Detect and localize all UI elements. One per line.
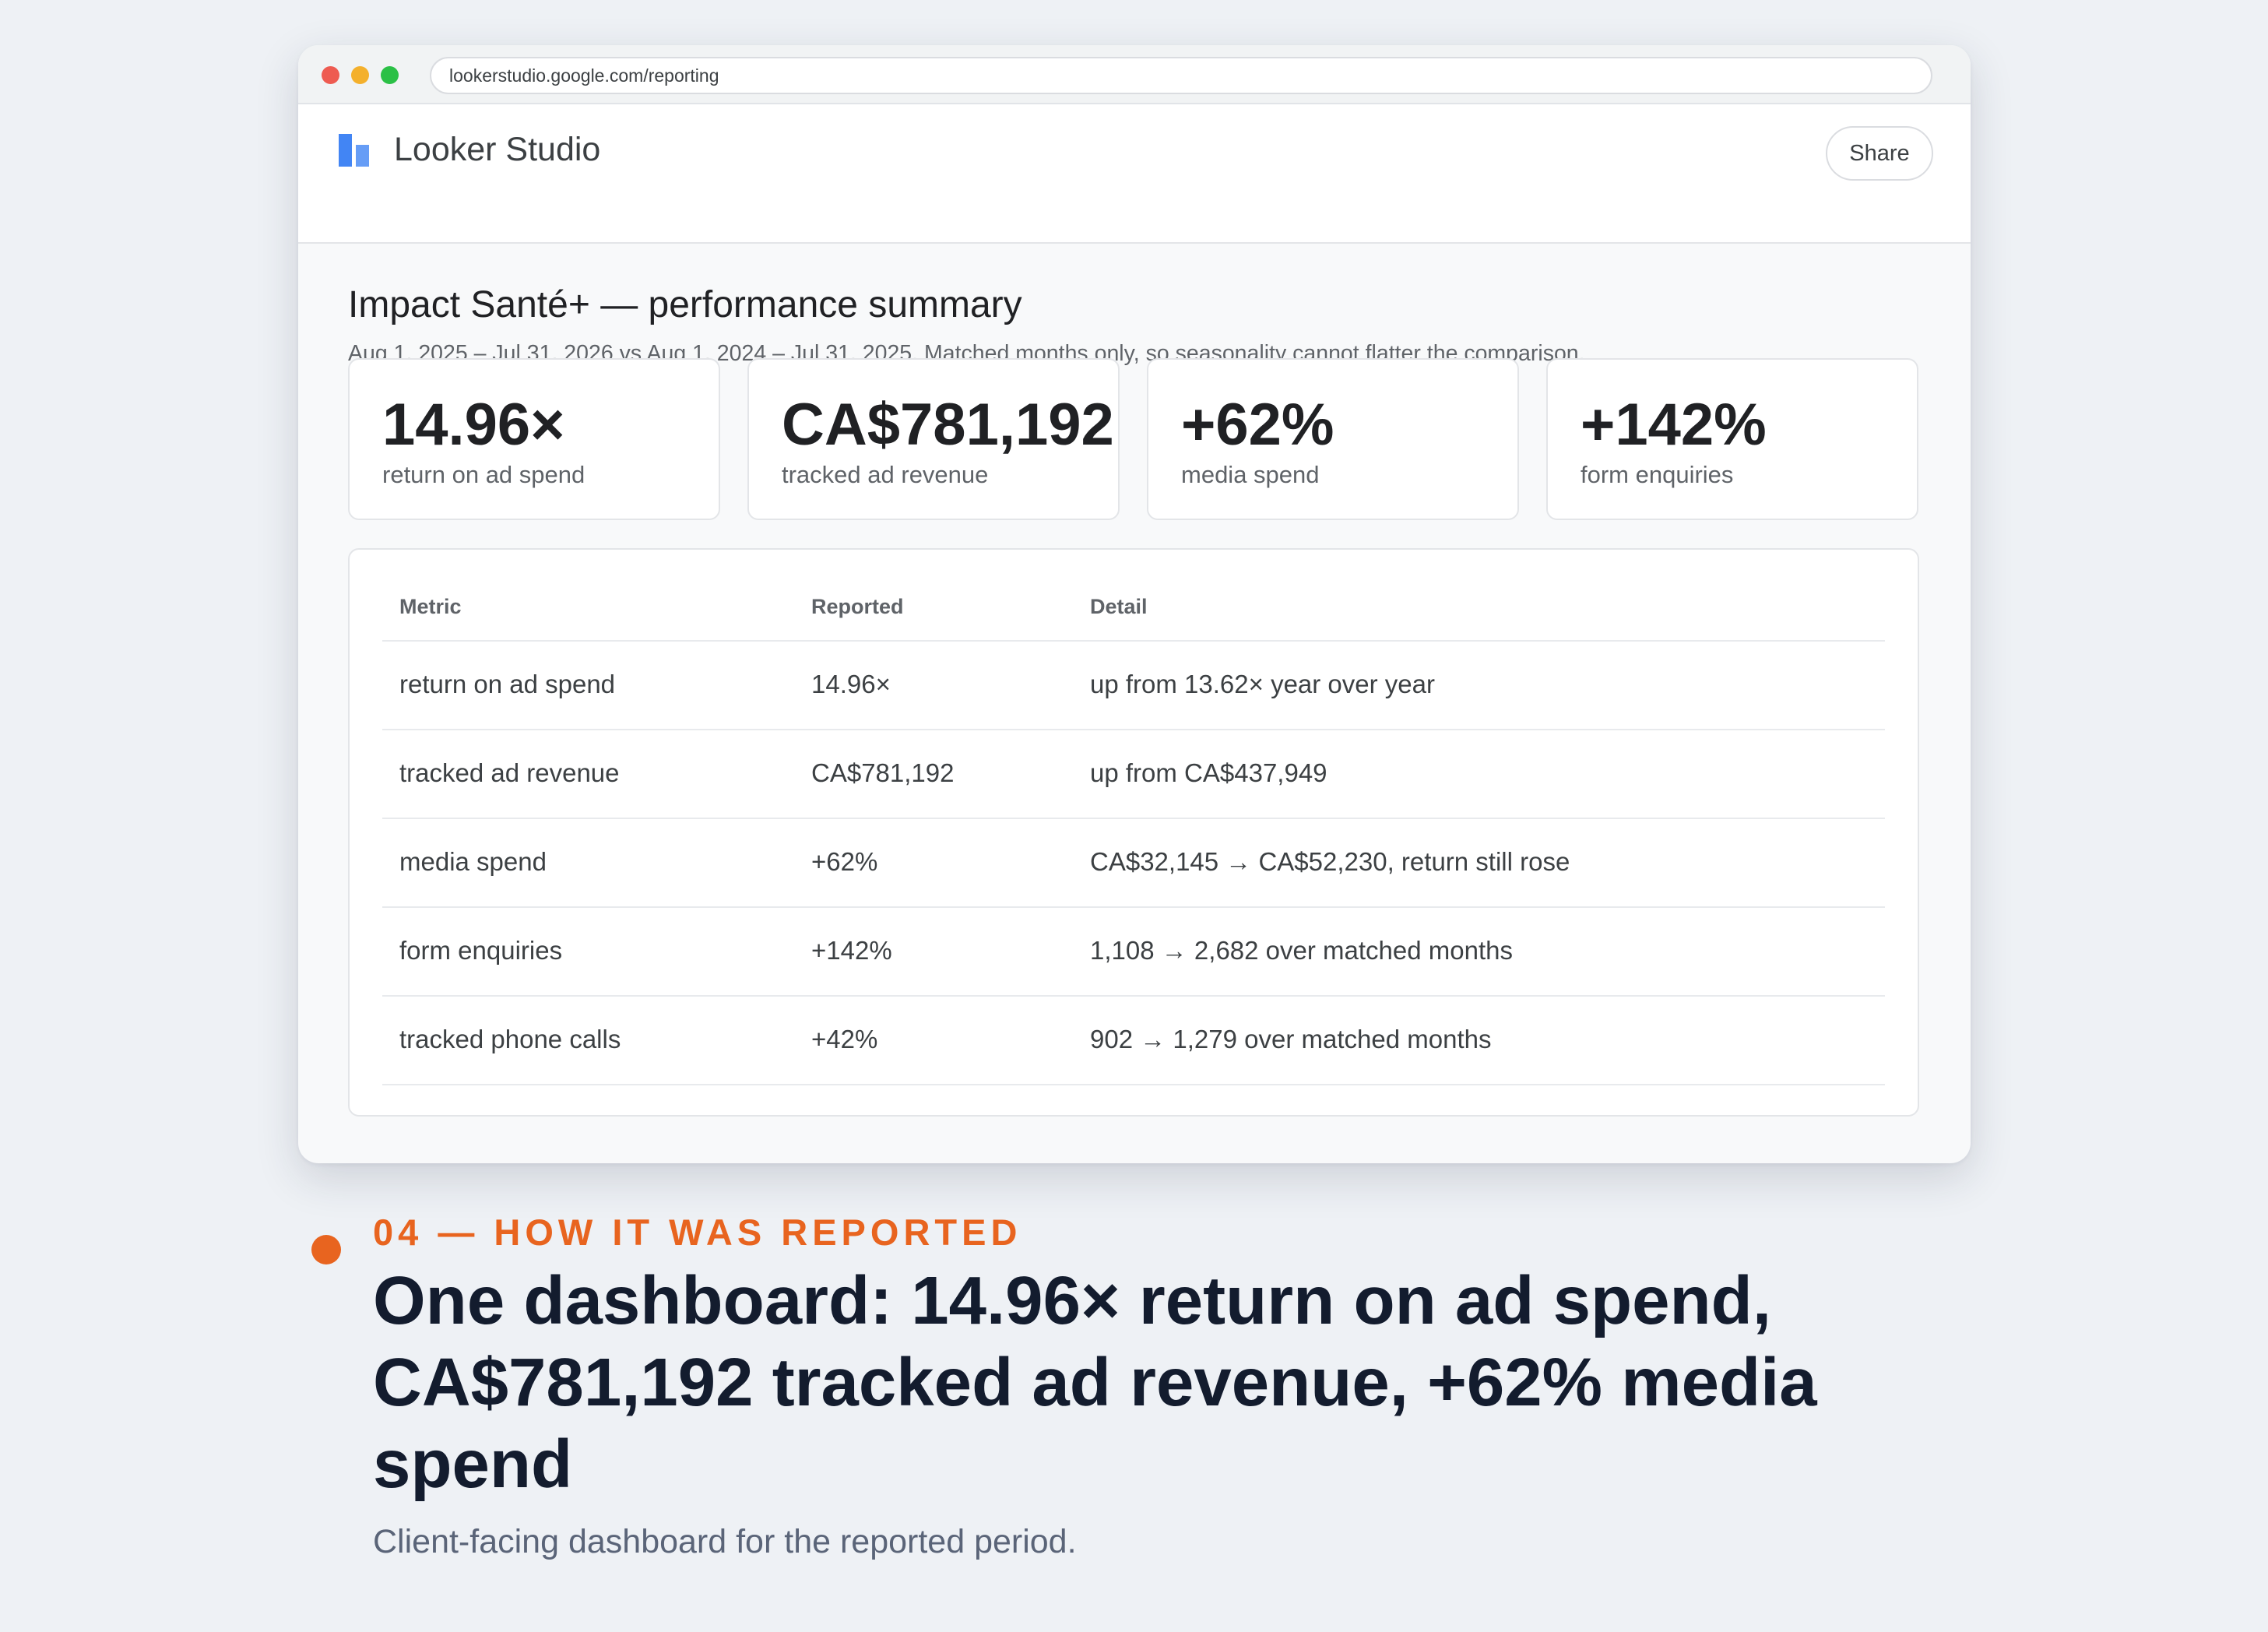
kpi-label: return on ad spend: [382, 461, 585, 488]
row-divider: [382, 906, 1885, 908]
kpi-card-media-spend: +62% media spend: [1147, 358, 1519, 520]
kpi-card-revenue: CA$781,192 tracked ad revenue: [747, 358, 1120, 520]
kpi-value: CA$781,192: [782, 392, 1114, 458]
share-button[interactable]: Share: [1826, 126, 1933, 181]
metrics-table: Metric Reported Detail return on ad spen…: [348, 548, 1919, 1117]
app-header: Looker Studio Share: [298, 104, 1971, 244]
section-subtext: Client-facing dashboard for the reported…: [373, 1523, 1077, 1560]
column-header-metric[interactable]: Metric: [399, 595, 462, 618]
section-eyebrow: 04 — HOW IT WAS REPORTED: [373, 1212, 1022, 1253]
kpi-label: tracked ad revenue: [782, 461, 989, 488]
column-header-detail[interactable]: Detail: [1090, 595, 1148, 618]
cell-detail: up from CA$437,949: [1090, 758, 1327, 787]
cell-reported: +62%: [811, 847, 878, 876]
cell-reported: +142%: [811, 936, 892, 965]
kpi-card-roas: 14.96× return on ad spend: [348, 358, 720, 520]
address-bar[interactable]: lookerstudio.google.com/reporting: [430, 57, 1932, 94]
cell-reported: CA$781,192: [811, 758, 955, 787]
kpi-value: +142%: [1581, 392, 1767, 458]
cell-detail: 1,108 → 2,682 over matched months: [1090, 936, 1513, 965]
cell-reported: +42%: [811, 1025, 878, 1053]
column-header-reported[interactable]: Reported: [811, 595, 904, 618]
section-marker-dot: [311, 1235, 341, 1264]
cell-reported: 14.96×: [811, 670, 891, 698]
kpi-label: form enquiries: [1581, 461, 1734, 488]
close-window-button[interactable]: [322, 66, 339, 84]
cell-detail: up from 13.62× year over year: [1090, 670, 1435, 698]
minimize-window-button[interactable]: [351, 66, 369, 84]
kpi-value: +62%: [1181, 392, 1334, 458]
section-headline: One dashboard: 14.96× return on ad spend…: [373, 1263, 1817, 1502]
cell-metric: return on ad spend: [399, 670, 616, 698]
row-divider: [382, 729, 1885, 730]
cell-detail: 902 → 1,279 over matched months: [1090, 1025, 1492, 1053]
report-title: Impact Santé+ — performance summary: [348, 284, 1022, 325]
header-divider: [382, 640, 1885, 642]
cell-metric: media spend: [399, 847, 547, 876]
kpi-value: 14.96×: [382, 392, 565, 458]
app-name: Looker Studio: [394, 131, 601, 168]
row-divider: [382, 1084, 1885, 1085]
kpi-label: media spend: [1181, 461, 1320, 488]
row-divider: [382, 995, 1885, 997]
cell-detail: CA$32,145 → CA$52,230, return still rose: [1090, 847, 1570, 876]
browser-window: lookerstudio.google.com/reporting Looker…: [298, 45, 1971, 1163]
cell-metric: tracked ad revenue: [399, 758, 620, 787]
maximize-window-button[interactable]: [381, 66, 399, 84]
cell-metric: tracked phone calls: [399, 1025, 621, 1053]
browser-chrome: lookerstudio.google.com/reporting: [298, 45, 1971, 104]
kpi-card-form-enquiries: +142% form enquiries: [1546, 358, 1918, 520]
cell-metric: form enquiries: [399, 936, 563, 965]
row-divider: [382, 818, 1885, 819]
